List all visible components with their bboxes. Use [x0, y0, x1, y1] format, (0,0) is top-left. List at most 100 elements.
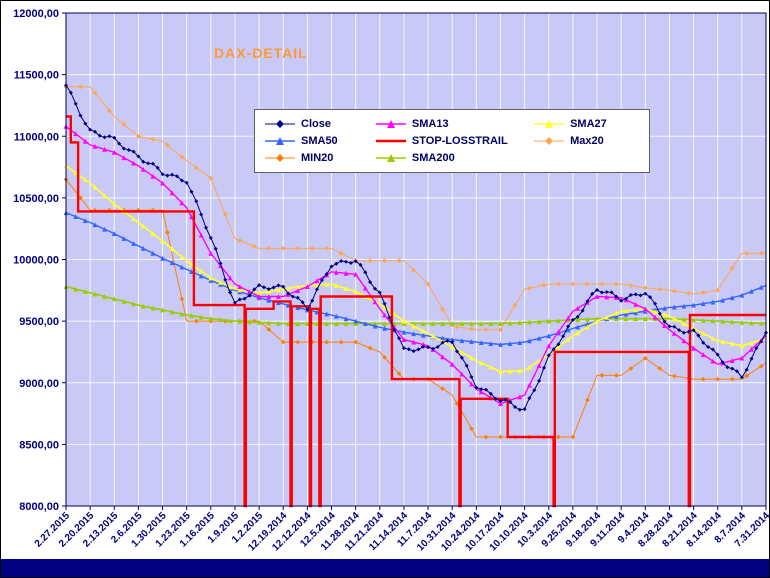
marker-diamond	[165, 142, 170, 148]
marker-diamond	[194, 199, 199, 204]
marker-diamond	[280, 246, 286, 251]
marker-diamond	[222, 212, 228, 217]
marker-diamond	[613, 373, 619, 378]
marker-triangle	[749, 340, 754, 346]
marker-diamond	[83, 121, 88, 126]
marker-diamond	[483, 327, 489, 333]
marker-diamond	[488, 391, 493, 396]
marker-triangle	[749, 346, 754, 352]
legend-item-sma27[interactable]: SMA27	[534, 118, 639, 130]
marker-triangle	[382, 325, 387, 331]
marker-diamond	[131, 149, 136, 154]
legend-item-stop-losstrail[interactable]: STOP-LOSSTRAIL	[375, 135, 528, 147]
marker-triangle	[285, 285, 291, 291]
marker-triangle	[527, 364, 532, 370]
plot-svg: 12000,00 11500,00 11000,00 10500,00 10000,00…	[1, 1, 769, 559]
legend-key-icon	[265, 137, 295, 145]
marker-diamond	[155, 165, 160, 170]
marker-triangle	[247, 289, 252, 294]
marker-diamond	[619, 298, 624, 303]
marker-triangle	[469, 321, 474, 326]
marker-diamond	[599, 290, 604, 295]
marker-triangle	[169, 260, 175, 266]
marker-triangle	[749, 288, 754, 294]
marker-triangle	[749, 320, 754, 326]
marker-diamond	[527, 285, 532, 291]
marker-triangle	[652, 309, 658, 315]
marker-triangle	[140, 303, 146, 309]
legend-item-close[interactable]: Close	[265, 118, 370, 130]
marker-triangle	[729, 319, 735, 325]
marker-triangle	[585, 321, 590, 327]
marker-diamond	[546, 353, 551, 358]
legend-item-sma50[interactable]: SMA50	[265, 135, 370, 147]
marker-triangle	[527, 382, 532, 388]
marker-diamond	[179, 178, 184, 183]
marker-diamond	[353, 259, 358, 264]
marker-triangle	[372, 323, 378, 329]
marker-triangle	[111, 201, 117, 207]
marker-diamond	[237, 297, 242, 302]
marker-triangle	[536, 363, 542, 368]
marker-diamond	[329, 264, 334, 269]
marker-diamond	[628, 283, 634, 288]
marker-triangle	[469, 355, 474, 361]
marker-diamond	[642, 285, 648, 291]
marker-triangle	[527, 319, 532, 325]
marker-triangle	[82, 289, 88, 294]
legend-item-sma13[interactable]: SMA13	[375, 118, 528, 130]
marker-diamond	[498, 434, 503, 440]
marker-triangle	[198, 273, 204, 279]
marker-triangle	[333, 283, 339, 288]
marker-triangle	[131, 216, 136, 222]
chart-title: DAX-DETAIL	[214, 45, 308, 61]
marker-triangle	[662, 312, 667, 318]
marker-diamond	[247, 293, 252, 298]
marker-diamond	[633, 292, 638, 297]
marker-diamond	[126, 148, 131, 152]
marker-diamond	[744, 250, 750, 256]
marker-triangle	[276, 287, 281, 293]
legend-label: SMA50	[301, 135, 338, 147]
marker-diamond	[324, 246, 330, 251]
legend-item-max20[interactable]: Max20	[534, 135, 639, 147]
marker-diamond	[541, 365, 546, 370]
marker-diamond	[363, 270, 368, 275]
marker-triangle	[362, 321, 368, 326]
marker-triangle	[256, 294, 262, 299]
marker-triangle	[623, 311, 629, 317]
marker-triangle	[295, 305, 301, 310]
marker-diamond	[691, 328, 696, 333]
marker-diamond	[512, 302, 518, 308]
marker-diamond	[73, 101, 78, 106]
legend-item-min20[interactable]: MIN20	[265, 152, 370, 164]
marker-diamond	[479, 387, 484, 392]
legend-label: Close	[301, 118, 331, 130]
marker-triangle	[430, 321, 436, 326]
marker-diamond	[735, 369, 739, 374]
marker-diamond	[667, 324, 672, 329]
marker-diamond	[251, 244, 257, 249]
marker-diamond	[657, 366, 663, 371]
marker-diamond	[662, 319, 667, 324]
dax-chart: 12000,00 11500,00 11000,00 10500,00 10000,00…	[1, 1, 769, 559]
marker-diamond	[411, 267, 416, 273]
marker-diamond	[493, 396, 498, 401]
legend[interactable]: Close SMA13 SMA27 SMA50 STOP-LOSSTRAIL Max20 M…	[254, 109, 650, 173]
marker-diamond	[252, 287, 257, 292]
marker-diamond	[671, 288, 677, 294]
series-sma13	[63, 124, 767, 407]
marker-diamond	[624, 296, 628, 301]
marker-diamond	[484, 387, 488, 392]
marker-triangle	[218, 280, 223, 285]
marker-diamond	[310, 298, 315, 303]
marker-diamond	[677, 328, 682, 333]
series-sma27	[63, 163, 767, 375]
marker-diamond	[454, 401, 460, 406]
marker-diamond	[474, 385, 479, 390]
marker-diamond	[295, 295, 300, 300]
legend-item-sma200[interactable]: SMA200	[375, 152, 528, 164]
marker-triangle	[305, 284, 310, 289]
marker-triangle	[266, 294, 272, 299]
marker-diamond	[758, 363, 764, 369]
